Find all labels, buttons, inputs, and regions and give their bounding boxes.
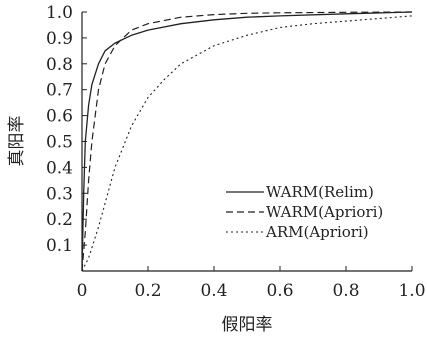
y-tick-label: 0.6: [46, 107, 73, 127]
y-tick-label: 0.4: [46, 158, 73, 178]
y-tick-label: 0.1: [46, 236, 73, 256]
legend-label-1: WARM(Relim): [266, 183, 374, 201]
y-tick-label: 0.3: [46, 184, 73, 204]
x-tick-label: 0.2: [134, 281, 161, 301]
x-tick-label: 0: [77, 281, 88, 301]
y-tick-label: 0.9: [46, 29, 73, 49]
x-tick-label: 1.0: [398, 281, 425, 301]
y-axis-ticks: 0.1 0.2 0.3 0.4 0.5 0.6 0.7 0.8 0.9 1.0: [46, 3, 87, 256]
y-axis-title: 真阳率: [7, 116, 27, 167]
series-layer: [81, 11, 413, 272]
y-tick-label: 0.5: [46, 133, 73, 153]
legend-label-3: ARM(Apriori): [265, 223, 369, 241]
x-axis-title: 假阳率: [222, 315, 273, 335]
y-tick-label: 0.2: [46, 210, 73, 230]
series-line-2: [81, 11, 413, 272]
x-tick-label: 0.4: [200, 281, 227, 301]
legend-label-2: WARM(Apriori): [266, 203, 383, 221]
x-axis-ticks: 0 0.2 0.4 0.6 0.8 1.0: [77, 266, 426, 301]
y-tick-label: 0.8: [46, 55, 73, 75]
x-tick-label: 0.6: [266, 281, 293, 301]
series-line-3: [81, 15, 413, 272]
y-tick-label: 1.0: [46, 3, 73, 23]
legend: WARM(Relim) WARM(Apriori) ARM(Apriori): [226, 183, 383, 241]
x-tick-label: 0.8: [332, 281, 359, 301]
y-tick-label: 0.7: [46, 81, 73, 101]
series-line-1: [81, 11, 413, 272]
